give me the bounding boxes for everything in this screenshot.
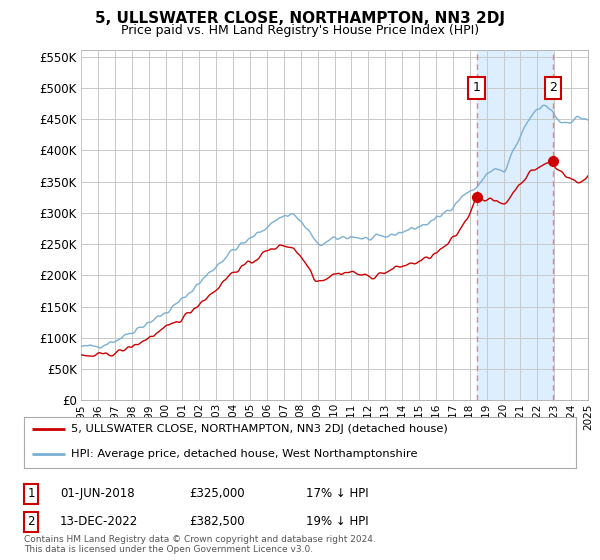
Text: 5, ULLSWATER CLOSE, NORTHAMPTON, NN3 2DJ: 5, ULLSWATER CLOSE, NORTHAMPTON, NN3 2DJ <box>95 11 505 26</box>
Text: £382,500: £382,500 <box>189 515 245 529</box>
Text: 13-DEC-2022: 13-DEC-2022 <box>60 515 138 529</box>
Text: 5, ULLSWATER CLOSE, NORTHAMPTON, NN3 2DJ (detached house): 5, ULLSWATER CLOSE, NORTHAMPTON, NN3 2DJ… <box>71 424 448 435</box>
Text: Contains HM Land Registry data © Crown copyright and database right 2024.
This d: Contains HM Land Registry data © Crown c… <box>24 535 376 554</box>
Text: 19% ↓ HPI: 19% ↓ HPI <box>306 515 368 529</box>
Text: 1: 1 <box>473 81 481 95</box>
Text: Price paid vs. HM Land Registry's House Price Index (HPI): Price paid vs. HM Land Registry's House … <box>121 24 479 36</box>
Text: 2: 2 <box>549 81 557 95</box>
Text: 1: 1 <box>28 487 35 501</box>
Text: 01-JUN-2018: 01-JUN-2018 <box>60 487 134 501</box>
Bar <box>477 50 553 400</box>
Text: HPI: Average price, detached house, West Northamptonshire: HPI: Average price, detached house, West… <box>71 450 418 460</box>
Text: 17% ↓ HPI: 17% ↓ HPI <box>306 487 368 501</box>
Text: 2: 2 <box>28 515 35 529</box>
Text: £325,000: £325,000 <box>189 487 245 501</box>
